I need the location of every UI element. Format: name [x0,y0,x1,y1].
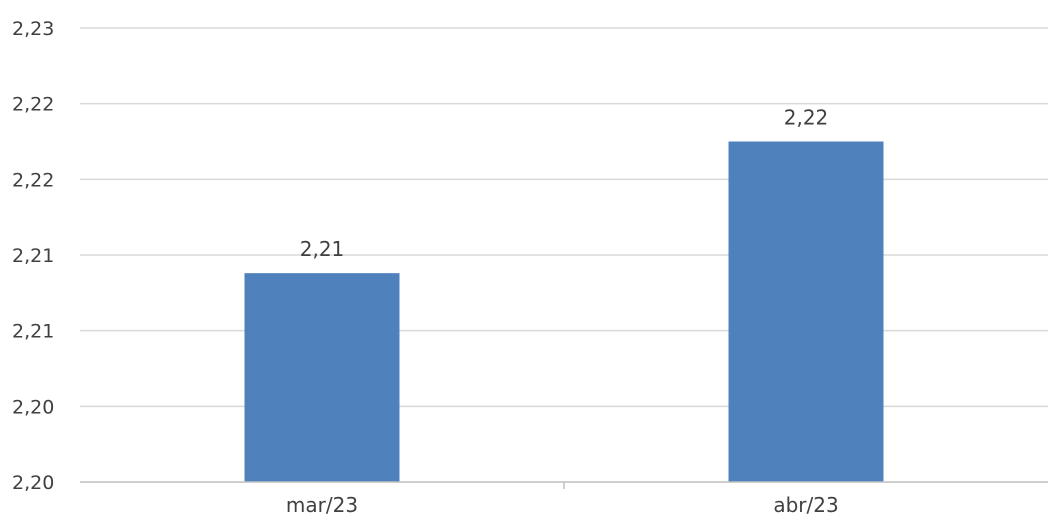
bar-mar-23 [244,273,400,482]
y-tick-label: 2,22 [12,94,54,116]
y-tick-label: 2,23 [12,18,54,40]
x-category-label: abr/23 [773,493,838,517]
y-tick-label: 2,22 [12,169,54,191]
bars [244,141,884,482]
bar-abr-23 [728,141,884,482]
y-tick-label: 2,21 [12,245,54,267]
data-labels: 2,21 2,22 [300,106,829,262]
y-tick-label: 2,21 [12,321,54,343]
gridlines [80,27,1048,408]
y-tick-label: 2,20 [12,472,54,494]
x-category-label: mar/23 [286,493,358,517]
data-label: 2,21 [300,237,345,261]
y-tick-label: 2,20 [12,396,54,418]
x-axis-category-labels: mar/23 abr/23 [286,482,839,517]
y-axis-tick-labels: 2,20 2,20 2,21 2,21 2,22 2,22 2,23 [12,18,54,494]
data-label: 2,22 [784,106,829,130]
